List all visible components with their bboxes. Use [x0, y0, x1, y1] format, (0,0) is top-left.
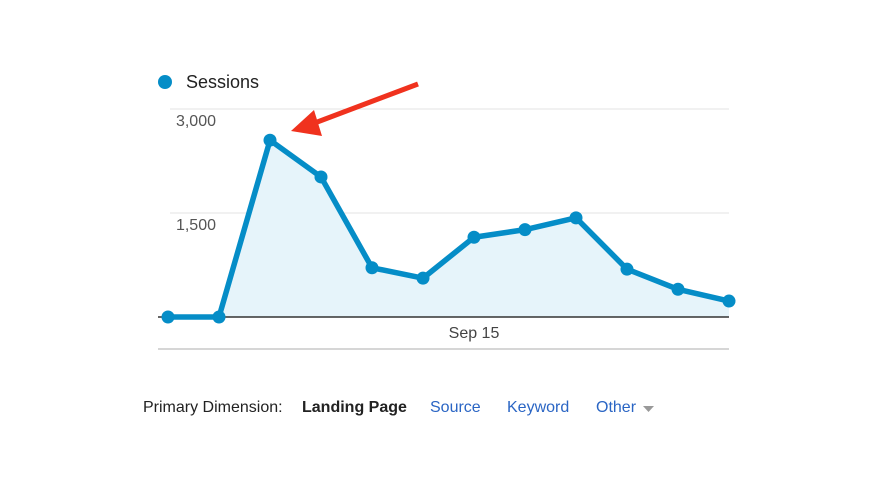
arrow-head [291, 110, 322, 136]
point [263, 133, 277, 147]
area [168, 140, 729, 317]
point [365, 261, 379, 275]
point [212, 310, 226, 324]
dimension-selected: Landing Page [302, 399, 407, 416]
point [620, 262, 634, 276]
point [569, 211, 583, 225]
point [518, 223, 532, 237]
legend-label: Sessions [186, 72, 259, 92]
y-tick-label: 1,500 [176, 217, 216, 234]
x-tick-label: Sep 15 [449, 325, 500, 342]
point [671, 282, 685, 296]
dimension-label: Primary Dimension: [143, 399, 283, 416]
dimension-option[interactable]: Keyword [507, 399, 570, 416]
point [314, 170, 328, 184]
point [722, 294, 736, 308]
point [467, 230, 481, 244]
annotation-arrow [291, 81, 419, 136]
plot: Sessions 1,500 3,000 Sep 15 [158, 72, 736, 342]
legend-marker [158, 75, 172, 89]
point [161, 310, 175, 324]
line [168, 137, 730, 320]
dimension-option[interactable]: Other [596, 399, 637, 416]
dimension-option[interactable]: Source [430, 399, 481, 416]
arrow-shaft [311, 81, 419, 127]
y-tick-label: 3,000 [176, 113, 216, 130]
point [416, 271, 430, 285]
